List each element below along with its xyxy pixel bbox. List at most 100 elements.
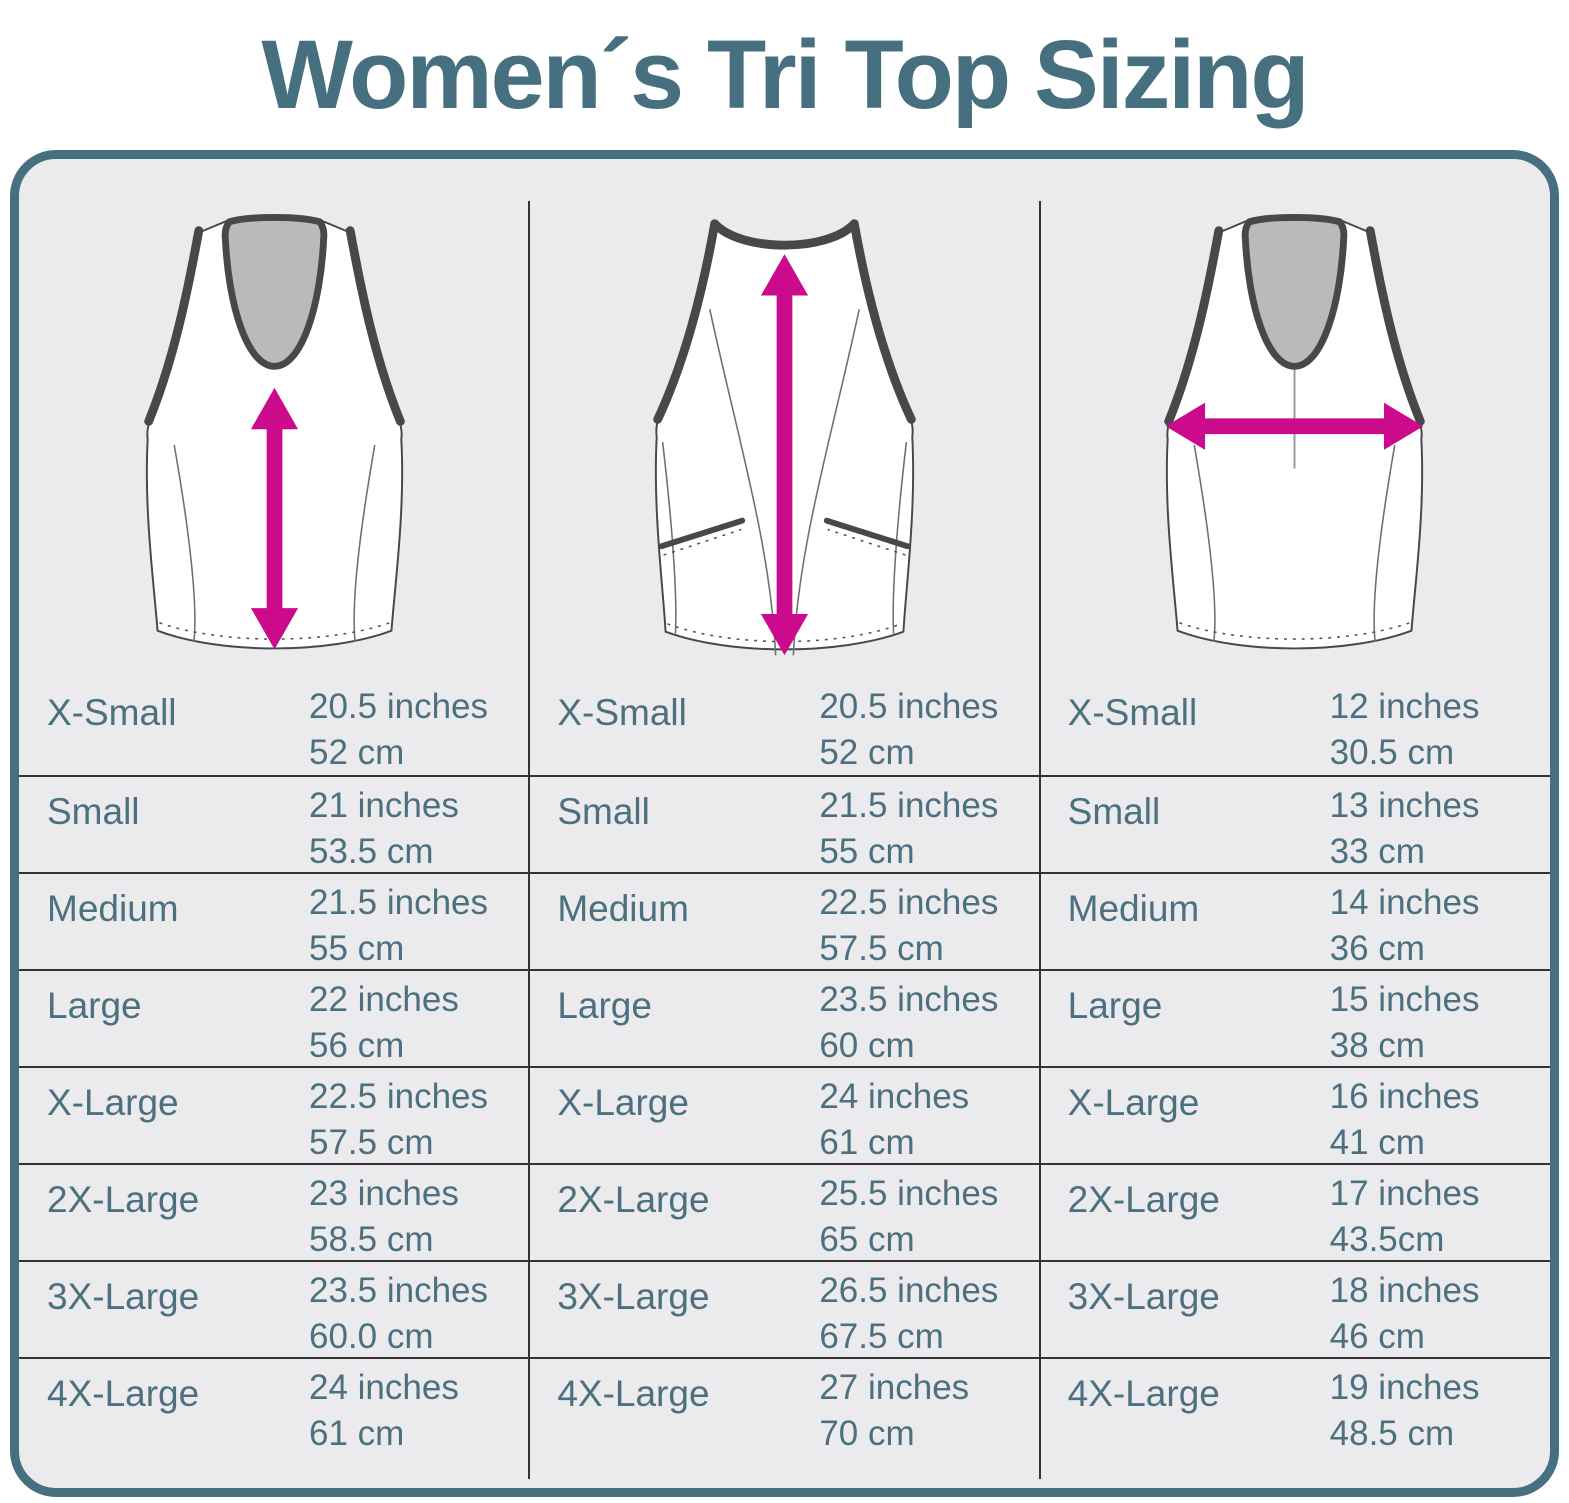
size-row: 3X-Large 26.5 inches 67.5 cm bbox=[529, 1260, 1040, 1357]
size-row: Large 15 inches 38 cm bbox=[1039, 969, 1550, 1066]
cm-value: 52 cm bbox=[309, 733, 405, 772]
cm-value: 55 cm bbox=[819, 832, 915, 871]
inches-value: 16 inches bbox=[1329, 1077, 1480, 1116]
size-row: 3X-Large 23.5 inches 60.0 cm bbox=[19, 1260, 530, 1357]
size-values: 15 inches 38 cm bbox=[1330, 971, 1550, 1066]
cm-value: 30.5 cm bbox=[1329, 733, 1455, 772]
cm-value: 57.5 cm bbox=[309, 1123, 434, 1162]
size-name: Small bbox=[1067, 791, 1161, 832]
princess-seam-right bbox=[352, 444, 376, 642]
size-row: 4X-Large 27 inches 70 cm bbox=[529, 1357, 1040, 1454]
size-values: 17 inches 43.5cm bbox=[1330, 1165, 1550, 1260]
cm-value: 67.5 cm bbox=[819, 1317, 944, 1356]
size-name: 4X-Large bbox=[557, 1373, 710, 1414]
inches-value: 13 inches bbox=[1329, 786, 1480, 825]
inches-value: 26.5 inches bbox=[819, 1271, 999, 1310]
armhole-trim-right bbox=[345, 226, 405, 426]
inches-value: 14 inches bbox=[1329, 883, 1480, 922]
inches-value: 25.5 inches bbox=[819, 1174, 999, 1213]
size-name: X-Large bbox=[47, 1082, 179, 1123]
size-row: 2X-Large 17 inches 43.5cm bbox=[1039, 1163, 1550, 1260]
princess-seam-left bbox=[1193, 444, 1216, 642]
cm-value: 60.0 cm bbox=[309, 1317, 434, 1356]
front-length-panel: X-Small 20.5 inches 52 cm Small 21 inche… bbox=[19, 159, 530, 1488]
cm-value: 53.5 cm bbox=[309, 832, 434, 871]
neckline-inset bbox=[1242, 213, 1348, 370]
inches-value: 24 inches bbox=[309, 1368, 459, 1407]
armhole-trim-right bbox=[849, 219, 916, 424]
size-name: 3X-Large bbox=[557, 1276, 710, 1317]
chest-width-arrow-icon bbox=[1166, 402, 1424, 450]
cm-value: 41 cm bbox=[1329, 1123, 1425, 1162]
inches-value: 18 inches bbox=[1329, 1271, 1480, 1310]
cm-value: 48.5 cm bbox=[1329, 1414, 1455, 1453]
sizing-chart-board: X-Small 20.5 inches 52 cm Small 21 inche… bbox=[10, 150, 1559, 1497]
cm-value: 57.5 cm bbox=[819, 929, 944, 968]
size-row: 4X-Large 24 inches 61 cm bbox=[19, 1357, 530, 1454]
size-values: 19 inches 48.5 cm bbox=[1330, 1359, 1550, 1454]
tri-top-front-view-illustration bbox=[143, 213, 405, 650]
size-name: Large bbox=[1067, 985, 1163, 1026]
size-name: Medium bbox=[557, 888, 689, 929]
column-divider bbox=[1038, 201, 1041, 1479]
size-row: 2X-Large 23 inches 58.5 cm bbox=[19, 1163, 530, 1260]
size-name: 3X-Large bbox=[47, 1276, 200, 1317]
inches-value: 22.5 inches bbox=[309, 1077, 489, 1116]
inches-value: 12 inches bbox=[1329, 687, 1480, 726]
size-name: Medium bbox=[47, 888, 179, 929]
back-length-size-table: X-Small 20.5 inches 52 cm Small 21.5 inc… bbox=[529, 674, 1040, 1454]
tri-top-back-view-illustration bbox=[653, 219, 916, 656]
size-values: 24 inches 61 cm bbox=[819, 1068, 1039, 1163]
cm-value: 70 cm bbox=[819, 1414, 915, 1453]
size-values: 23 inches 58.5 cm bbox=[309, 1165, 529, 1260]
size-name: X-Large bbox=[557, 1082, 689, 1123]
armhole-trim-left bbox=[653, 219, 720, 424]
cm-value: 65 cm bbox=[819, 1220, 915, 1259]
inches-value: 22 inches bbox=[309, 980, 459, 1019]
size-name: X-Small bbox=[47, 692, 177, 733]
size-name: X-Small bbox=[557, 692, 687, 733]
size-values: 27 inches 70 cm bbox=[819, 1359, 1039, 1454]
front-length-size-table: X-Small 20.5 inches 52 cm Small 21 inche… bbox=[19, 674, 530, 1454]
back-neck-trim bbox=[710, 219, 859, 250]
size-name: Large bbox=[47, 985, 142, 1026]
inches-value: 17 inches bbox=[1329, 1174, 1480, 1213]
inches-value: 21.5 inches bbox=[309, 883, 489, 922]
back-length-panel: X-Small 20.5 inches 52 cm Small 21.5 inc… bbox=[529, 159, 1040, 1488]
pocket-edge-right bbox=[823, 517, 911, 550]
size-values: 23.5 inches 60 cm bbox=[819, 971, 1039, 1066]
size-values: 12 inches 30.5 cm bbox=[1330, 678, 1550, 775]
size-row: 4X-Large 19 inches 48.5 cm bbox=[1039, 1357, 1550, 1454]
size-row: Medium 21.5 inches 55 cm bbox=[19, 872, 530, 969]
size-row: Large 23.5 inches 60 cm bbox=[529, 969, 1040, 1066]
column-divider bbox=[528, 201, 531, 1479]
inches-value: 23.5 inches bbox=[309, 1271, 489, 1310]
size-name: X-Large bbox=[1067, 1082, 1200, 1123]
inches-value: 21 inches bbox=[309, 786, 459, 825]
cm-value: 38 cm bbox=[1329, 1026, 1425, 1065]
size-values: 13 inches 33 cm bbox=[1330, 777, 1550, 872]
cm-value: 60 cm bbox=[819, 1026, 915, 1065]
size-values: 14 inches 36 cm bbox=[1330, 874, 1550, 969]
back-seam-left bbox=[709, 309, 777, 656]
size-row: X-Large 24 inches 61 cm bbox=[529, 1066, 1040, 1163]
side-seam-right bbox=[892, 441, 908, 634]
size-values: 18 inches 46 cm bbox=[1330, 1262, 1550, 1357]
size-values: 22.5 inches 57.5 cm bbox=[309, 1068, 529, 1163]
size-name: Medium bbox=[1067, 888, 1200, 929]
size-row: X-Small 20.5 inches 52 cm bbox=[19, 678, 529, 775]
size-values: 20.5 inches 52 cm bbox=[819, 678, 1039, 775]
armhole-trim-right bbox=[1366, 226, 1426, 426]
cm-value: 61 cm bbox=[309, 1414, 405, 1453]
inches-value: 21.5 inches bbox=[819, 786, 999, 825]
size-name: Small bbox=[557, 791, 650, 832]
princess-seam-right bbox=[1373, 444, 1396, 642]
back-length-figure bbox=[529, 159, 1039, 674]
size-values: 21.5 inches 55 cm bbox=[819, 777, 1039, 872]
size-row: 2X-Large 25.5 inches 65 cm bbox=[529, 1163, 1040, 1260]
inches-value: 20.5 inches bbox=[819, 687, 999, 726]
cm-value: 58.5 cm bbox=[309, 1220, 434, 1259]
inches-value: 19 inches bbox=[1329, 1368, 1480, 1407]
neckline-inset bbox=[221, 213, 327, 370]
hem-stitch-line bbox=[667, 623, 902, 643]
